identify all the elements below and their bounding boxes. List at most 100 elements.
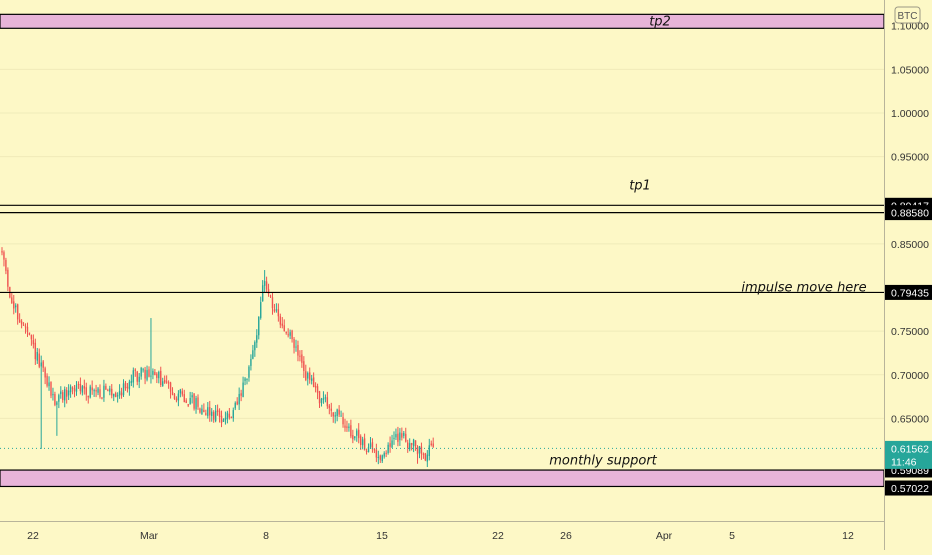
candle (336, 408, 338, 422)
price-axis-badges: 0.894170.885800.794350.590890.570220.615… (885, 197, 932, 496)
candle (175, 396, 178, 403)
candle (379, 454, 381, 463)
time-axis-panel[interactable] (0, 521, 884, 550)
candle (99, 384, 101, 399)
candle (120, 387, 123, 399)
candle (310, 374, 313, 385)
candle (211, 408, 213, 422)
candle (122, 379, 125, 398)
candle (424, 452, 427, 462)
candle (16, 303, 19, 325)
candle (160, 366, 162, 388)
price-zones (0, 13, 885, 488)
candle (226, 410, 229, 424)
x-tick-label: 22 (492, 530, 504, 542)
x-tick-label: Mar (140, 530, 159, 542)
candle (83, 379, 86, 395)
candle (136, 370, 138, 386)
candle (114, 391, 117, 398)
candle (371, 438, 374, 453)
candle (254, 340, 256, 357)
candle (205, 409, 207, 416)
candle (165, 375, 168, 384)
candle (334, 411, 336, 424)
candle (20, 319, 23, 329)
candle (132, 367, 135, 388)
candle (267, 283, 270, 297)
candle (148, 366, 150, 378)
candle (173, 393, 176, 400)
candle (391, 434, 393, 448)
candle (312, 372, 315, 388)
candle (373, 448, 376, 454)
candle (69, 384, 72, 398)
candle (375, 443, 378, 463)
candle (385, 450, 387, 458)
candle (222, 418, 225, 422)
candle (30, 334, 33, 346)
candle (403, 430, 405, 439)
x-tick-label: 15 (376, 530, 388, 542)
candle (330, 402, 332, 417)
candle (273, 303, 276, 313)
annotation-label[interactable]: impulse move here (741, 280, 866, 295)
candle (140, 366, 142, 380)
candle (118, 384, 121, 399)
candle (314, 382, 317, 393)
candle (103, 379, 105, 402)
candle (342, 412, 344, 428)
level-lines (0, 204, 884, 294)
candle (348, 423, 350, 432)
candle (18, 313, 21, 323)
candle (269, 294, 272, 299)
candle (169, 381, 172, 399)
candle (309, 367, 311, 384)
candle (410, 442, 413, 451)
candle (154, 368, 156, 376)
symbol-badge[interactable]: BTC (894, 6, 921, 24)
annotation-label[interactable]: tp2 (649, 14, 671, 29)
zone-monthly-support[interactable] (0, 469, 885, 488)
candle (34, 338, 37, 365)
candle (193, 393, 195, 411)
candle (322, 391, 325, 404)
time-axis-ticks: 22 Mar 8 15 22 26 Apr 5 12 (27, 530, 854, 542)
candle (54, 391, 56, 407)
candle (369, 437, 372, 450)
candle (218, 408, 221, 423)
candle (134, 368, 136, 377)
candle (275, 303, 278, 313)
candlestick-series (1, 247, 434, 468)
candle (152, 368, 154, 380)
candle (214, 405, 217, 423)
candle (416, 445, 419, 464)
candle (350, 419, 352, 439)
candle (11, 292, 13, 304)
annotation-label[interactable]: tp1 (629, 178, 651, 193)
candle (179, 388, 182, 398)
candle (352, 429, 354, 444)
candle (428, 438, 430, 461)
candle (324, 394, 327, 403)
candle (228, 408, 231, 420)
candle (232, 407, 234, 422)
candle (295, 339, 297, 352)
zone-tp2[interactable] (0, 13, 885, 29)
candle (201, 404, 203, 415)
candle (220, 410, 223, 428)
candle (354, 436, 356, 441)
y-tick-label: 0.70000 (891, 370, 929, 382)
x-tick-label: Apr (656, 530, 673, 542)
candle (261, 280, 264, 302)
candle (67, 384, 70, 400)
candle (177, 390, 180, 407)
candle (24, 323, 27, 334)
candle (256, 329, 258, 348)
y-tick-label: 1.00000 (891, 108, 929, 120)
candle (358, 423, 360, 444)
annotation-label[interactable]: monthly support (549, 453, 657, 468)
candle (195, 395, 197, 414)
